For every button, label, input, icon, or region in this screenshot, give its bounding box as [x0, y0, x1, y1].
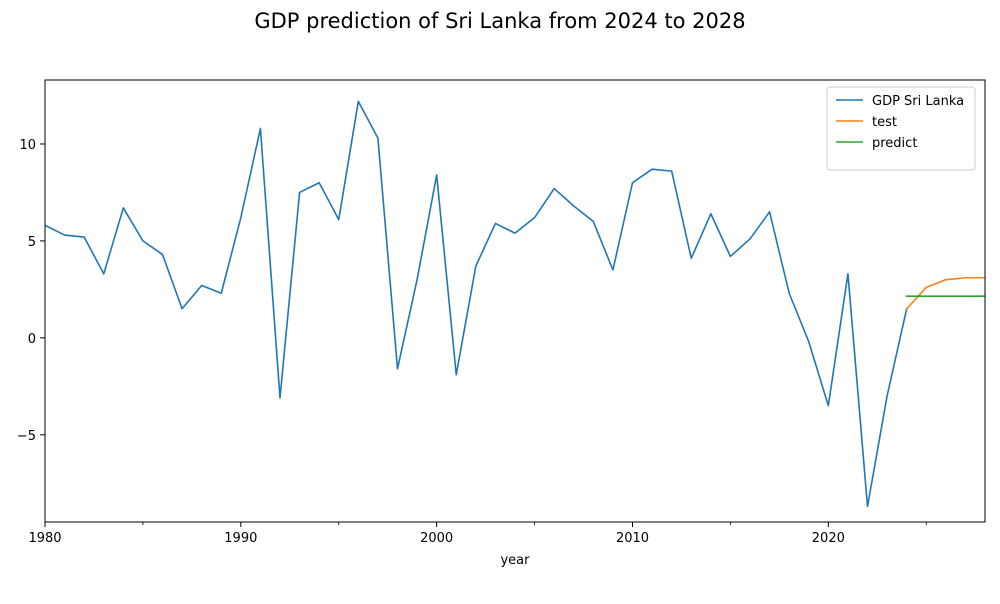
legend-label-test: test: [872, 115, 897, 130]
y-tick-label: 0: [28, 332, 36, 347]
chart-title: GDP prediction of Sri Lanka from 2024 to…: [254, 9, 745, 33]
legend-label-predict: predict: [872, 136, 917, 151]
x-tick-label: 2020: [812, 531, 845, 546]
axes: 1980 1990 2000 2010 2020 −5 0 5 10: [17, 79, 986, 546]
x-tick-label: 2000: [420, 531, 453, 546]
x-tick-label: 1980: [28, 531, 61, 546]
x-tick-label: 1990: [224, 531, 257, 546]
x-tick-label: 2010: [616, 531, 649, 546]
plot-frame: [44, 79, 986, 523]
legend-box: [826, 86, 976, 171]
y-tick-label: 10: [19, 138, 36, 153]
legend: GDP Sri Lanka test predict: [826, 86, 976, 171]
series-line-gdp-sri-lanka: [45, 100, 908, 508]
x-axis-label: year: [500, 553, 530, 568]
y-tick-label: −5: [17, 429, 36, 444]
legend-label-gdp-sri-lanka: GDP Sri Lanka: [872, 94, 964, 109]
y-tick-label: 5: [28, 235, 36, 250]
plot-area: [45, 100, 985, 508]
series-line-test: [905, 276, 985, 310]
